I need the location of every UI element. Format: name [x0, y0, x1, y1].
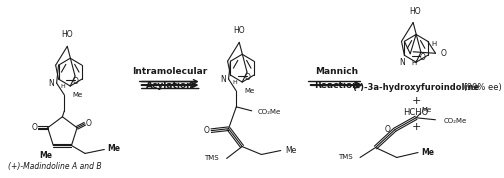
Text: Acylation: Acylation [147, 81, 194, 90]
Text: N: N [48, 78, 54, 88]
Text: H: H [60, 83, 65, 88]
Text: +: + [411, 96, 421, 106]
Text: (–)-3a-hydroxyfuroindoline: (–)-3a-hydroxyfuroindoline [352, 83, 480, 92]
Text: Me: Me [72, 92, 82, 98]
Text: +: + [411, 122, 421, 132]
Text: H: H [431, 41, 437, 47]
Text: Me: Me [244, 88, 254, 94]
Text: (99% ee): (99% ee) [461, 83, 502, 92]
Text: H: H [411, 60, 416, 66]
Text: HO: HO [409, 7, 421, 16]
Text: (+)-Madindoline A and B: (+)-Madindoline A and B [9, 162, 102, 171]
Text: Me: Me [421, 148, 434, 157]
Text: N: N [220, 75, 226, 84]
Text: CO₂Me: CO₂Me [258, 109, 281, 115]
Text: Me: Me [39, 151, 52, 160]
Text: O: O [440, 49, 446, 58]
Text: HO: HO [233, 26, 245, 35]
Text: O: O [86, 119, 92, 128]
Text: CO₂Me: CO₂Me [443, 118, 466, 124]
Text: TMS: TMS [338, 155, 352, 160]
Text: O: O [31, 123, 37, 132]
Text: TMS: TMS [204, 155, 219, 161]
Text: O: O [384, 125, 390, 134]
Text: HO: HO [61, 30, 73, 39]
Text: O: O [244, 73, 250, 82]
Text: Intramolecular: Intramolecular [133, 67, 208, 76]
Text: O: O [419, 53, 425, 62]
Text: N: N [400, 58, 405, 67]
Text: O: O [204, 126, 209, 135]
Text: O: O [73, 77, 79, 86]
Text: Me: Me [421, 107, 431, 113]
Text: Reaction: Reaction [314, 81, 359, 90]
Text: Mannich: Mannich [316, 67, 358, 76]
Text: H: H [232, 80, 237, 85]
Text: Me: Me [285, 146, 296, 155]
Text: HCHO: HCHO [404, 108, 429, 117]
Text: Me: Me [107, 144, 120, 153]
